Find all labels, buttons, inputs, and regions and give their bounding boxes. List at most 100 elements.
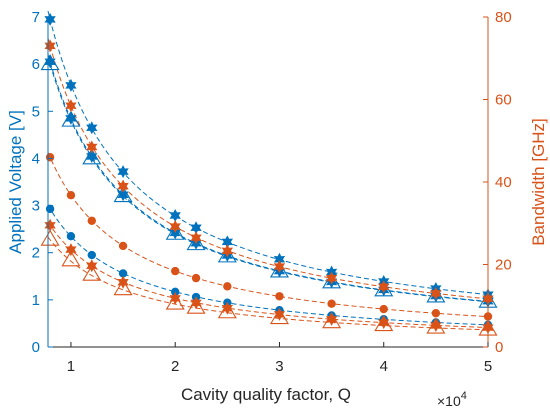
plot-layer <box>40 10 498 336</box>
series-8-point <box>82 264 102 281</box>
series-1-point <box>86 121 98 135</box>
series-3-point <box>61 110 81 127</box>
series-3-point <box>82 148 102 165</box>
right-y-axis-label: Bandwidth [GHz] <box>529 118 548 246</box>
series-8-point <box>40 229 60 246</box>
series-1-point <box>221 235 233 249</box>
x-tick-label: 3 <box>275 358 283 375</box>
series-5-point <box>169 220 181 234</box>
left-y-tick-label: 5 <box>32 103 40 120</box>
series-8-point <box>322 312 342 329</box>
series-6-point <box>171 266 180 276</box>
series-7-point <box>65 243 77 257</box>
right-y-tick-label: 60 <box>495 92 512 109</box>
series-2-point <box>44 55 56 69</box>
series-1-point <box>273 252 286 266</box>
series-3-point <box>217 246 237 263</box>
series-8-point <box>426 317 446 334</box>
series-7-point <box>430 319 442 333</box>
series-3-point <box>40 54 60 71</box>
right-y-tick-label: 0 <box>495 339 503 356</box>
series-4-point <box>66 232 76 241</box>
series-8-point <box>61 250 81 267</box>
series-7-point <box>190 296 202 310</box>
series-2-point <box>117 188 129 202</box>
left-y-tick-label: 6 <box>32 56 40 73</box>
series-5-point <box>44 39 56 53</box>
series-4-point <box>118 269 128 278</box>
series-8-point <box>269 308 289 325</box>
left-y-tick-label: 1 <box>32 292 40 309</box>
left-y-tick-label: 0 <box>32 339 40 356</box>
series-6-point <box>87 216 96 225</box>
series-3-point <box>165 223 185 240</box>
right-y-tick-label: 80 <box>495 9 512 26</box>
series-6-point <box>431 308 441 318</box>
series-5-point <box>117 179 129 193</box>
series-1-point <box>190 221 202 235</box>
fit-curve-7 <box>47 221 489 329</box>
left-y-axis-label: Applied Voltage [V] <box>6 110 25 254</box>
series-5-point <box>190 231 202 245</box>
series-5-point <box>65 99 77 113</box>
fit-curve-3 <box>47 56 489 303</box>
left-y-tick-label: 3 <box>32 198 40 215</box>
series-7-point <box>378 316 390 330</box>
right-y-tick-label: 20 <box>495 257 512 274</box>
series-5-point <box>325 271 338 285</box>
series-1-point <box>117 165 129 179</box>
x-tick-label: 4 <box>380 358 388 375</box>
left-y-tick-label: 7 <box>32 9 40 26</box>
series-5-point <box>430 286 442 300</box>
series-8-point <box>374 315 394 332</box>
left-y-tick-label: 4 <box>32 150 40 167</box>
x-tick-label: 2 <box>171 358 179 375</box>
series-7-point <box>44 218 56 232</box>
series-5-point <box>273 260 286 274</box>
series-5-point <box>86 140 98 154</box>
series-7-point <box>273 307 286 321</box>
series-7-point <box>325 312 338 326</box>
series-1-point <box>44 12 56 26</box>
x-tick-label: 1 <box>67 358 75 375</box>
fit-curve-4 <box>47 205 489 326</box>
series-1-point <box>65 78 77 92</box>
x-tick-label: 5 <box>484 358 492 375</box>
x-exponent-label: ×104 <box>437 390 467 409</box>
series-3-point <box>186 234 206 251</box>
series-4-point <box>87 250 96 260</box>
x-exponent-power: 4 <box>461 390 467 402</box>
fit-curve-6 <box>47 152 489 318</box>
series-6-point <box>118 241 128 251</box>
series-5-point <box>221 244 233 258</box>
series-8-point <box>165 293 185 310</box>
series-6-point <box>379 304 388 314</box>
series-6-point <box>327 299 336 308</box>
series-7-point <box>117 275 129 289</box>
series-3-point <box>113 186 133 203</box>
series-6-point <box>45 153 55 162</box>
x-exponent-base: ×10 <box>437 393 461 409</box>
fit-curve-1 <box>47 10 489 296</box>
fit-curve-5 <box>47 38 489 300</box>
series-2-point <box>65 111 77 125</box>
series-1-point <box>169 208 181 222</box>
series-8-point <box>113 279 133 296</box>
series-6-point <box>275 292 284 301</box>
series-6-point <box>66 191 76 200</box>
series-2-point <box>86 150 98 164</box>
left-y-tick-label: 2 <box>32 245 40 262</box>
fit-curve-8 <box>47 236 489 331</box>
series-6-point <box>191 273 201 283</box>
series-7-point <box>221 301 233 315</box>
series-6-point <box>223 282 232 291</box>
series-7-point <box>169 291 181 305</box>
x-axis-label: Cavity quality factor, Q <box>181 385 351 404</box>
series-8-point <box>217 302 237 319</box>
series-5-point <box>378 280 390 294</box>
series-3-point <box>269 261 289 278</box>
right-y-tick-label: 40 <box>495 174 512 191</box>
series-8-point <box>186 297 206 314</box>
